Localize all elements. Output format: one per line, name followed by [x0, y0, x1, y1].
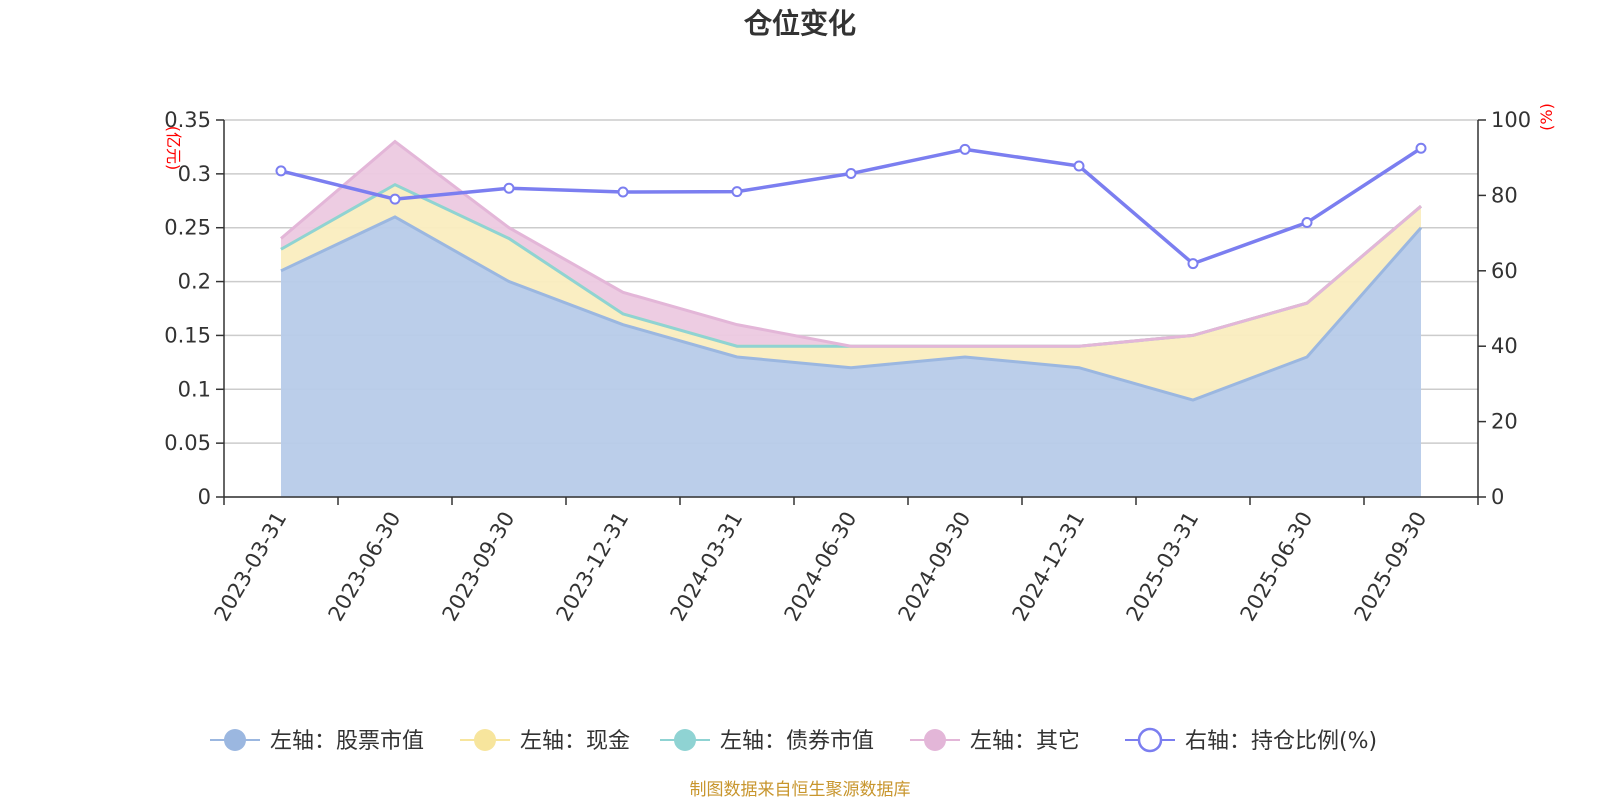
axes	[223, 120, 1479, 498]
left-axis-ticks: 0 0.05 0.1 0.15 0.2 0.25 0.3 0.35	[164, 108, 224, 509]
left-tick-label: 0.1	[178, 377, 211, 401]
left-tick-label: 0.2	[178, 270, 211, 294]
ratio-point	[1187, 258, 1199, 270]
ratio-points	[275, 142, 1427, 270]
legend-marker	[224, 729, 246, 751]
ratio-point	[617, 186, 629, 198]
right-tick-label: 100	[1491, 108, 1531, 132]
legend-marker	[1137, 727, 1163, 753]
right-axis-ticks: 0 20 40 60 80 100	[1478, 108, 1531, 509]
x-tick-label: 2023-09-30	[438, 508, 520, 626]
ratio-point	[1301, 217, 1313, 229]
x-tick-label: 2023-03-31	[210, 508, 292, 626]
legend-label: 左轴：债券市值	[720, 729, 874, 754]
area-3	[281, 141, 1421, 347]
ratio-point	[1415, 142, 1427, 154]
x-tick-label: 2024-03-31	[666, 508, 748, 626]
legend-label: 左轴：股票市值	[270, 729, 424, 754]
right-tick-label: 40	[1491, 334, 1518, 358]
x-tick-label: 2023-12-31	[552, 508, 634, 626]
legend-label: 左轴：其它	[970, 729, 1080, 754]
ratio-point	[275, 165, 287, 177]
left-tick-label: 0.25	[164, 216, 211, 240]
left-tick-label: 0.05	[164, 431, 211, 455]
area-line-0	[280, 215, 1423, 402]
left-axis-unit: (亿元)	[164, 126, 183, 171]
right-axis-unit: (%)	[1537, 103, 1556, 131]
area-0	[281, 216, 1421, 497]
legend-label: 左轴：现金	[520, 729, 630, 754]
legend-marker	[474, 729, 496, 751]
x-tick-label: 2025-06-30	[1236, 508, 1318, 626]
legend: 左轴：股票市值 左轴：现金 左轴：债券市值 左轴：其它 右轴：持仓比例(%)	[210, 727, 1377, 754]
legend-marker	[674, 729, 696, 751]
ratio-point	[845, 168, 857, 180]
left-tick-label: 0.35	[164, 108, 211, 132]
right-tick-label: 80	[1491, 183, 1518, 207]
x-tick-label: 2025-09-30	[1350, 508, 1432, 626]
source-note: 制图数据来自恒生聚源数据库	[690, 780, 911, 800]
ratio-point	[389, 193, 401, 205]
chart-title: 仓位变化	[744, 7, 856, 40]
stacked-areas	[281, 141, 1421, 497]
left-tick-label: 0.15	[164, 323, 211, 347]
x-tick-label: 2025-03-31	[1122, 508, 1204, 626]
right-tick-label: 20	[1491, 410, 1518, 434]
x-tick-label: 2024-06-30	[780, 508, 862, 626]
legend-marker	[924, 729, 946, 751]
ratio-point	[1073, 160, 1085, 172]
x-tick-label: 2024-09-30	[894, 508, 976, 626]
x-tick-label: 2024-12-31	[1008, 508, 1090, 626]
right-tick-label: 0	[1491, 485, 1504, 509]
left-tick-label: 0.3	[178, 162, 211, 186]
area-1	[281, 184, 1421, 401]
ratio-point	[503, 182, 515, 194]
legend-label: 右轴：持仓比例(%)	[1185, 729, 1377, 754]
left-tick-label: 0	[198, 485, 211, 509]
x-tick-label: 2023-06-30	[324, 508, 406, 626]
area-line-3	[280, 139, 1422, 348]
ratio-point	[731, 186, 743, 198]
x-axis-ticks: 2023-03-31 2023-06-30 2023-09-30 2023-12-31…	[210, 497, 1479, 626]
ratio-point	[959, 143, 971, 155]
right-tick-label: 60	[1491, 259, 1518, 283]
